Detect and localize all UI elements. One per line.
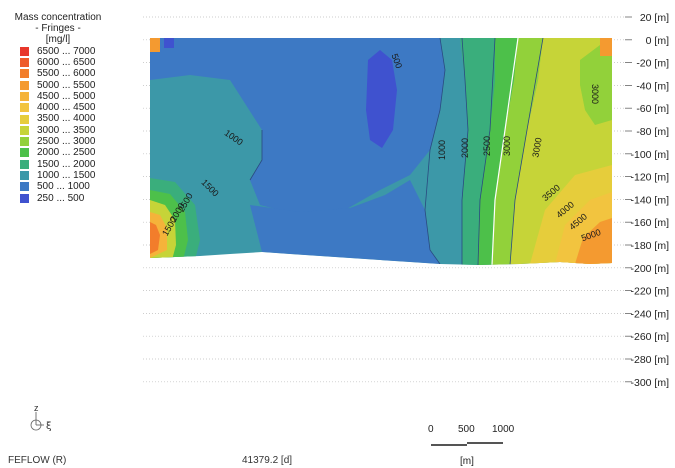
band-4500-5000 bbox=[575, 218, 612, 264]
band-1500-2000 bbox=[460, 38, 500, 265]
legend-unit: [mg/l] bbox=[45, 34, 71, 46]
y-tick-label: -40 [m] bbox=[636, 80, 669, 92]
legend-item: 250 ... 500 bbox=[8, 192, 138, 204]
contour-label: 500 bbox=[390, 52, 405, 70]
legend-swatch bbox=[20, 114, 29, 124]
legend-item: 5500 ... 6000 bbox=[8, 68, 138, 79]
legend-item: 5000 ... 5500 bbox=[8, 80, 138, 91]
y-tick-label: -180 [m] bbox=[630, 240, 669, 252]
legend-label: 4500 ... 5000 bbox=[37, 90, 96, 102]
y-tick-label: -120 [m] bbox=[630, 172, 669, 184]
legend-item: 1500 ... 2000 bbox=[8, 159, 138, 170]
legend-swatch bbox=[20, 159, 29, 169]
legend-swatch bbox=[20, 46, 29, 56]
legend-item: 500 ... 1000 bbox=[8, 181, 138, 192]
legend-label: 4000 ... 4500 bbox=[37, 102, 96, 114]
legend-label: 6500 ... 7000 bbox=[37, 45, 96, 57]
y-tick-label: -300 [m] bbox=[630, 377, 669, 389]
legend-swatch bbox=[20, 171, 29, 181]
legend-swatch bbox=[20, 148, 29, 158]
axis-orientation-icon: z ξ bbox=[24, 403, 54, 433]
band-250-500 bbox=[366, 50, 397, 148]
legend: Mass concentration - Fringes - [mg/l] 65… bbox=[8, 12, 138, 204]
band-2500-3000 bbox=[492, 38, 545, 265]
scale-unit: [m] bbox=[460, 456, 474, 467]
legend-item: 3000 ... 3500 bbox=[8, 125, 138, 136]
legend-label: 2000 ... 2500 bbox=[37, 147, 96, 159]
y-axis-ticks: 20 [m] 0 [m] -20 [m] -40 [m] -60 [m] -80 [m] -… bbox=[625, 12, 669, 389]
legend-label: 6000 ... 6500 bbox=[37, 56, 96, 68]
legend-item: 4000 ... 4500 bbox=[8, 102, 138, 113]
y-tick-label: -80 [m] bbox=[636, 126, 669, 138]
y-tick-label: -100 [m] bbox=[630, 149, 669, 161]
legend-label: 250 ... 500 bbox=[37, 192, 85, 204]
legend-label: 3500 ... 4000 bbox=[37, 113, 96, 125]
legend-swatch bbox=[20, 103, 29, 113]
software-label: FEFLOW (R) bbox=[8, 455, 67, 466]
legend-label: 5500 ... 6000 bbox=[37, 68, 96, 80]
legend-label: 2500 ... 3000 bbox=[37, 136, 96, 148]
legend-item: 2000 ... 2500 bbox=[8, 147, 138, 158]
y-tick-label: -200 [m] bbox=[630, 263, 669, 275]
y-tick-label: 20 [m] bbox=[640, 12, 669, 24]
scale-bar: 0 500 1000 [m] bbox=[420, 418, 530, 467]
scale-segment-2 bbox=[467, 442, 503, 444]
legend-label: 5000 ... 5500 bbox=[37, 79, 96, 91]
concentration-field bbox=[150, 38, 612, 265]
legend-label: 3000 ... 3500 bbox=[37, 124, 96, 136]
y-tick-label: -240 [m] bbox=[630, 308, 669, 320]
contour-label: 2500 bbox=[482, 136, 492, 156]
legend-item: 1000 ... 1500 bbox=[8, 170, 138, 181]
scale-label-500: 500 bbox=[458, 424, 475, 435]
y-tick-label: 0 [m] bbox=[646, 35, 669, 47]
legend-swatch bbox=[20, 182, 29, 192]
legend-swatch bbox=[20, 69, 29, 79]
legend-item: 2500 ... 3000 bbox=[8, 136, 138, 147]
legend-title: Mass concentration bbox=[14, 12, 102, 23]
scale-segment-1 bbox=[431, 444, 467, 446]
y-tick-label: -220 [m] bbox=[630, 286, 669, 298]
y-tick-label: -280 [m] bbox=[630, 354, 669, 366]
legend-swatch bbox=[20, 125, 29, 135]
legend-swatch bbox=[20, 193, 29, 203]
scale-label-0: 0 bbox=[428, 424, 434, 435]
contour-label: 3000 bbox=[530, 137, 543, 158]
contour-label: 1000 bbox=[437, 140, 447, 160]
xi-axis-label: ξ bbox=[46, 421, 52, 432]
legend-swatch bbox=[20, 58, 29, 68]
y-tick-label: -260 [m] bbox=[630, 331, 669, 343]
legend-item: 6000 ... 6500 bbox=[8, 57, 138, 68]
legend-item: 4500 ... 5000 bbox=[8, 91, 138, 102]
legend-label: 1000 ... 1500 bbox=[37, 169, 96, 181]
y-tick-label: -20 [m] bbox=[636, 58, 669, 70]
legend-label: 500 ... 1000 bbox=[37, 181, 90, 193]
z-axis-label: z bbox=[34, 403, 39, 413]
legend-item: 3500 ... 4000 bbox=[8, 113, 138, 124]
contour-label: 2000 bbox=[460, 138, 470, 158]
legend-item: 6500 ... 7000 bbox=[8, 46, 138, 57]
time-label: 41379.2 [d] bbox=[242, 455, 293, 466]
legend-label: 1500 ... 2000 bbox=[37, 158, 96, 170]
legend-swatch bbox=[20, 91, 29, 101]
scale-label-1000: 1000 bbox=[492, 424, 515, 435]
contour-label: 3000 bbox=[590, 84, 600, 104]
contour-label: 3000 bbox=[502, 136, 512, 156]
y-tick-label: -60 [m] bbox=[636, 103, 669, 115]
legend-swatch bbox=[20, 137, 29, 147]
legend-subtitle: - Fringes - bbox=[35, 23, 81, 35]
y-tick-label: -160 [m] bbox=[630, 217, 669, 229]
y-tick-label: -140 [m] bbox=[630, 194, 669, 206]
legend-swatch bbox=[20, 80, 29, 90]
